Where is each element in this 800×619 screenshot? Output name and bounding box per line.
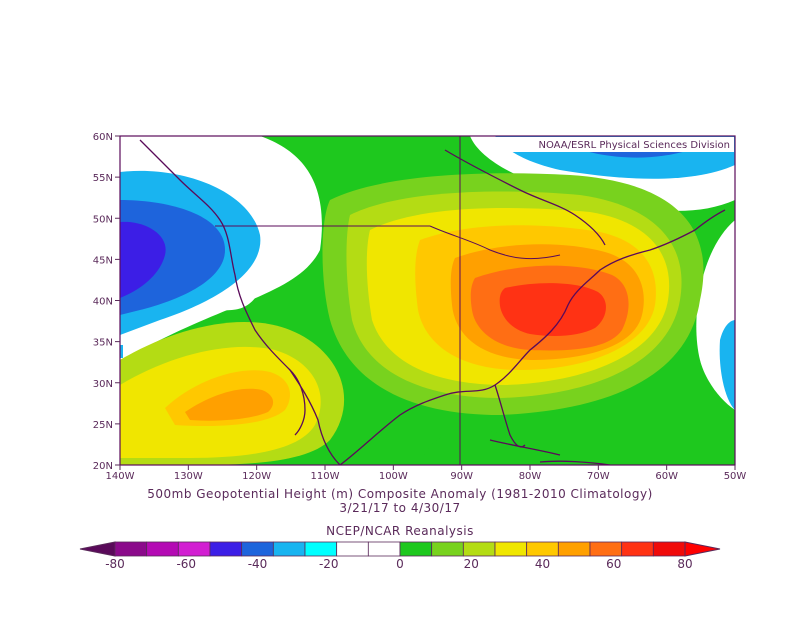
lon-label: 110W bbox=[311, 471, 340, 482]
lon-label: 50W bbox=[724, 471, 747, 482]
colorbar-label: -60 bbox=[176, 557, 197, 571]
colorbar-swatch bbox=[146, 541, 179, 557]
lat-label: 60N bbox=[93, 132, 113, 143]
date-range: 3/21/17 to 4/30/17 bbox=[339, 501, 461, 515]
colorbar-arrow-right bbox=[684, 541, 721, 557]
lat-label: 35N bbox=[93, 338, 113, 349]
credit-label: NOAA/ESRL Physical Sciences Division bbox=[539, 140, 731, 151]
colorbar-swatch bbox=[652, 541, 686, 557]
anomaly-field bbox=[120, 136, 735, 465]
colorbar-label: 80 bbox=[677, 557, 693, 571]
colorbar-swatch bbox=[241, 541, 274, 557]
chart-title: 500mb Geopotential Height (m) Composite … bbox=[147, 487, 653, 501]
colorbar-swatch bbox=[589, 541, 623, 557]
lat-label: 30N bbox=[93, 379, 113, 390]
lon-label: 80W bbox=[519, 471, 542, 482]
lon-label: 130W bbox=[174, 471, 203, 482]
lat-label: 50N bbox=[93, 214, 113, 225]
latitude-axis: 60N 55N 50N 45N 40N 35N 30N 25N 20N bbox=[93, 132, 120, 472]
colorbar-swatch bbox=[272, 541, 306, 557]
colorbar-swatch bbox=[336, 541, 369, 557]
lon-label: 100W bbox=[379, 471, 408, 482]
borders bbox=[215, 136, 561, 465]
colorbar-swatch bbox=[399, 541, 433, 557]
colorbar-swatch bbox=[209, 541, 243, 557]
colorbar-swatch bbox=[304, 541, 338, 557]
colorbar-swatch bbox=[431, 541, 464, 557]
lat-label: 20N bbox=[93, 461, 113, 472]
lat-label: 45N bbox=[93, 255, 113, 266]
lon-label: 60W bbox=[655, 471, 678, 482]
longitude-axis: 140W 130W 120W 110W 100W 90W 80W 70W 60W 50W bbox=[106, 465, 747, 482]
colorbar-swatch bbox=[526, 541, 559, 557]
colorbar-swatch bbox=[462, 541, 496, 557]
lon-label: 140W bbox=[106, 471, 135, 482]
lat-label: 55N bbox=[93, 173, 113, 184]
colorbar-label: 0 bbox=[396, 557, 404, 571]
colorbar-label: -40 bbox=[247, 557, 268, 571]
colorbar-arrow-left bbox=[79, 541, 116, 557]
colorbar-label: 60 bbox=[606, 557, 622, 571]
lon-label: 90W bbox=[450, 471, 473, 482]
colorbar-swatch bbox=[177, 541, 211, 557]
colorbar-swatch bbox=[557, 541, 591, 557]
lon-label: 70W bbox=[587, 471, 610, 482]
colorbar-label: -80 bbox=[105, 557, 125, 571]
lat-label: 25N bbox=[93, 420, 113, 431]
colorbar-swatch bbox=[367, 541, 401, 557]
colorbar-label: -20 bbox=[318, 557, 339, 571]
lon-label: 120W bbox=[242, 471, 271, 482]
lat-label: 40N bbox=[93, 297, 113, 308]
colorbar-swatch bbox=[494, 541, 528, 557]
colorbar-label: 20 bbox=[463, 557, 479, 571]
colorbar-label: 40 bbox=[534, 557, 551, 571]
coastline bbox=[139, 139, 726, 465]
colorbar-swatch bbox=[114, 541, 148, 557]
colorbar-swatch bbox=[621, 541, 654, 557]
data-source: NCEP/NCAR Reanalysis bbox=[326, 524, 474, 538]
